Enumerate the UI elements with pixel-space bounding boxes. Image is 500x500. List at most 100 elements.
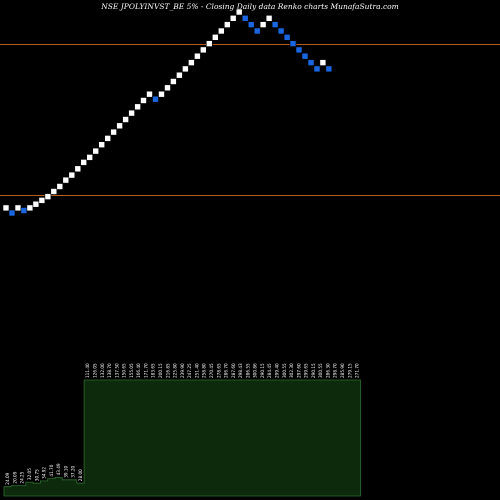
renko-brick — [307, 59, 315, 66]
renko-brick — [140, 97, 147, 104]
volume-area — [3, 379, 362, 497]
volume-label: 286.30 — [326, 363, 331, 378]
renko-brick — [86, 154, 93, 161]
renko-brick — [158, 90, 165, 98]
volume-label: 300.86 — [253, 363, 258, 378]
renko-brick — [301, 52, 309, 60]
volume-label: 284.45 — [267, 363, 272, 378]
renko-brick — [74, 165, 82, 173]
volume-label: 300.55 — [282, 363, 287, 378]
renko-brick — [283, 33, 291, 41]
volume-label: 239.90 — [180, 363, 185, 378]
volume-label: 286.55 — [245, 363, 250, 378]
renko-brick — [62, 176, 70, 184]
volume-label: 251.40 — [194, 363, 199, 378]
volume-label: 41.70 — [49, 464, 54, 476]
volume-label: 28.00 — [78, 469, 83, 481]
volume-label: 270.45 — [209, 363, 214, 378]
renko-brick — [110, 128, 117, 136]
renko-brick — [194, 52, 201, 60]
volume-labels: 24.09 20.09 24.25 32.05 30.75 34.92 41.70 43.49… — [5, 363, 360, 485]
renko-brick — [68, 171, 76, 179]
volume-label: 299.65 — [304, 363, 309, 378]
volume-label: 216.85 — [165, 363, 170, 378]
reference-lines — [0, 44, 500, 196]
renko-brick — [253, 27, 261, 35]
volume-label: 247.25 — [187, 363, 192, 378]
volume-label: 37.20 — [71, 465, 76, 477]
volume-label: 300.55 — [318, 363, 323, 378]
renko-brick — [247, 21, 255, 28]
renko-brick — [218, 27, 225, 35]
volume-label: 271.70 — [355, 363, 360, 378]
renko-brick — [44, 193, 52, 200]
renko-brick — [224, 21, 231, 28]
renko-brick — [38, 197, 46, 204]
renko-brick — [229, 15, 237, 22]
renko-brick — [265, 15, 273, 22]
renko-brick — [26, 204, 34, 212]
renko-brick — [146, 90, 153, 98]
renko-brick — [313, 65, 321, 73]
volume-label: 298.70 — [333, 363, 338, 378]
volume-label: 137.50 — [114, 363, 119, 378]
volume-label: 43.49 — [56, 463, 61, 475]
renko-brick — [176, 71, 183, 79]
volume-label: 287.60 — [231, 363, 236, 378]
renko-brick — [235, 8, 243, 16]
renko-bricks — [2, 8, 333, 217]
renko-brick — [14, 204, 22, 212]
volume-label: 39.10 — [63, 465, 68, 477]
renko-brick — [104, 135, 111, 142]
volume-label: 138.70 — [107, 363, 112, 378]
volume-label: 150.65 — [122, 363, 127, 378]
volume-label: 290.15 — [311, 363, 316, 378]
renko-brick — [259, 21, 267, 28]
renko-brick — [212, 33, 219, 41]
renko-brick — [182, 65, 189, 73]
volume-label: 302.30 — [289, 363, 294, 378]
volume-label: 278.65 — [216, 363, 221, 378]
volume-label: 258.80 — [202, 363, 207, 378]
renko-brick — [206, 40, 213, 47]
renko-brick — [2, 204, 10, 212]
renko-brick — [152, 95, 159, 103]
renko-brick — [170, 78, 177, 85]
volume-label: 132.00 — [100, 363, 105, 378]
volume-label: 111.40 — [85, 363, 90, 378]
renko-brick — [56, 183, 64, 190]
renko-brick — [80, 159, 87, 166]
volume-label: 171.70 — [144, 363, 149, 378]
volume-label: 225.80 — [173, 363, 178, 378]
volume-label: 183.65 — [151, 363, 156, 378]
volume-label: 24.25 — [20, 471, 25, 483]
volume-label: 200.15 — [158, 363, 163, 378]
renko-brick — [277, 27, 285, 35]
volume-label: 24.09 — [5, 472, 10, 484]
volume-label: 155.05 — [129, 363, 134, 378]
volume-label: 279.15 — [347, 363, 352, 378]
chart-title: NSE JPOLYINVST_BE 5% - Closing Daily dat… — [100, 2, 399, 11]
renko-brick — [92, 147, 99, 155]
renko-brick — [200, 46, 207, 54]
renko-brick — [20, 207, 28, 214]
renko-brick — [8, 209, 16, 217]
volume-label: 34.92 — [42, 467, 47, 479]
volume-label: 20.09 — [12, 471, 17, 483]
renko-brick — [295, 46, 303, 54]
volume-label: 126.05 — [93, 363, 98, 378]
volume-label: 299.40 — [275, 363, 280, 378]
volume-area-path — [3, 379, 362, 497]
volume-label: 166.40 — [136, 363, 141, 378]
renko-brick — [50, 188, 58, 195]
renko-brick — [241, 15, 249, 22]
volume-label: 285.90 — [340, 363, 345, 378]
volume-label: 30.75 — [34, 469, 39, 481]
renko-brick — [325, 65, 333, 73]
volume-label: 286.70 — [224, 363, 229, 378]
renko-brick — [134, 103, 141, 111]
renko-brick — [289, 40, 297, 47]
renko-brick — [319, 59, 327, 66]
